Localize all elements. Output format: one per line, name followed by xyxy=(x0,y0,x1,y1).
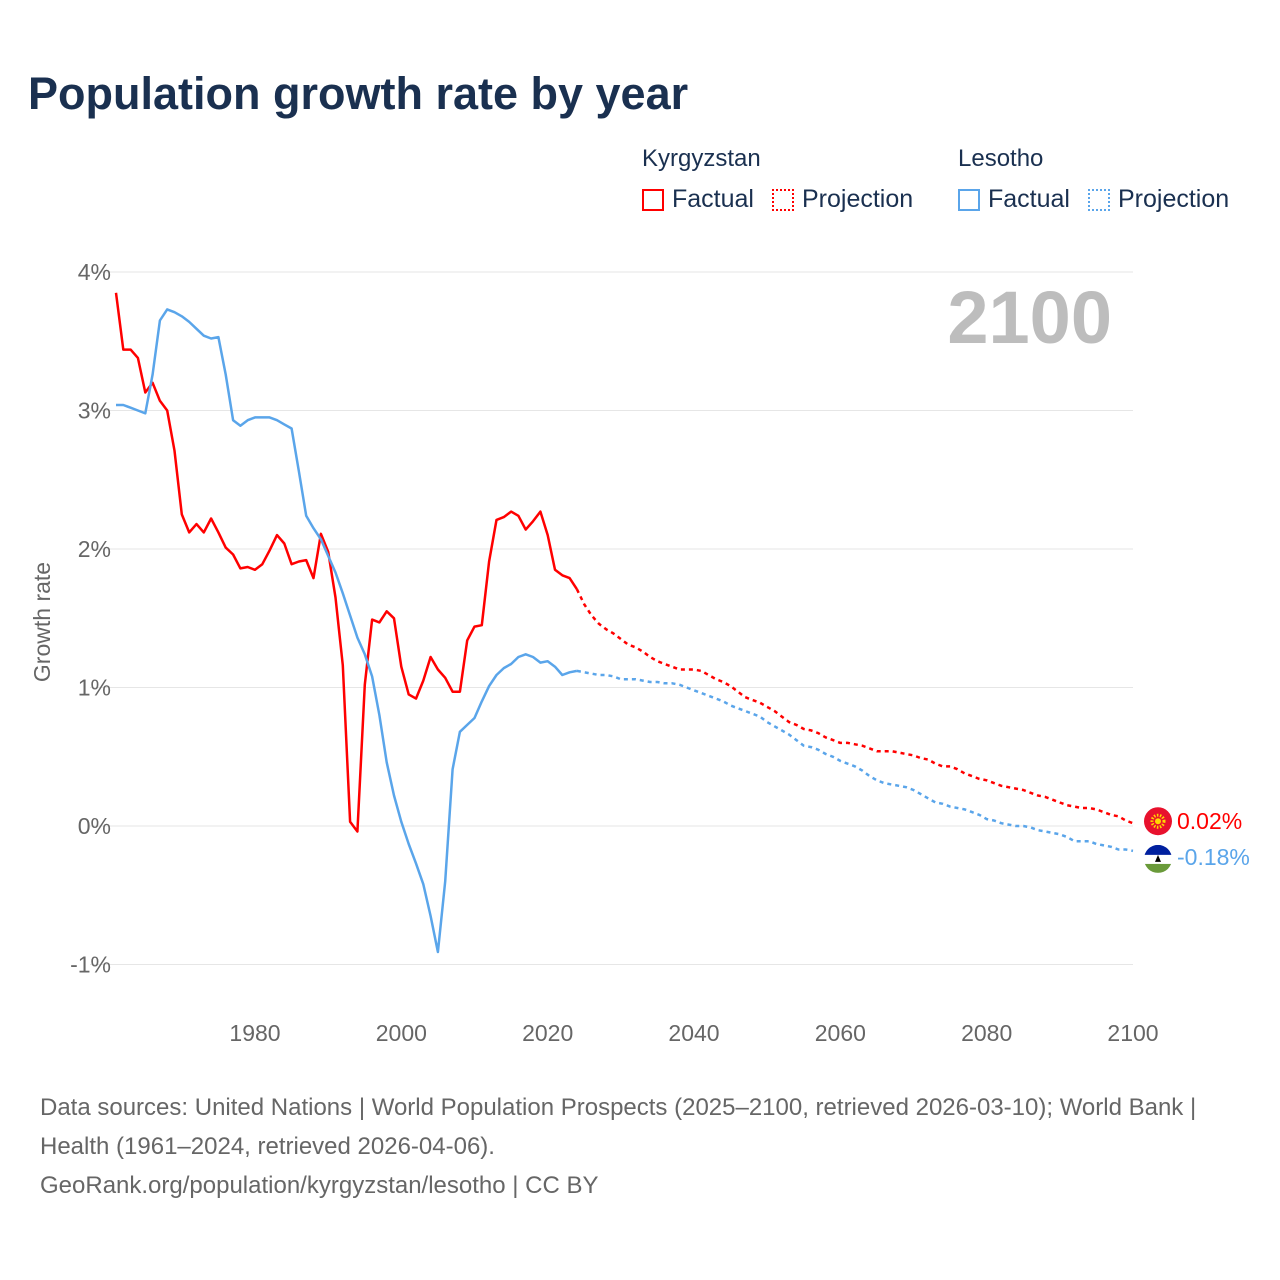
legend-label: Projection xyxy=(1117,185,1230,213)
x-tick-label: 2080 xyxy=(961,1020,1012,1046)
legend-item-kyrgyzstan-projection[interactable]: Projection xyxy=(771,185,914,214)
y-tick-label: 3% xyxy=(78,398,111,424)
y-tick-label: 0% xyxy=(78,813,111,839)
legend-label: Projection xyxy=(801,185,914,213)
legend-item-lesotho-projection[interactable]: Projection xyxy=(1087,185,1230,214)
legend-group-title: Kyrgyzstan xyxy=(642,145,761,172)
y-tick-label: -1% xyxy=(70,952,111,978)
legend-group-lesotho: Lesotho Factual Projection xyxy=(958,145,1247,214)
flag-green xyxy=(1144,863,1172,873)
kyrgyzstan-flag-icon xyxy=(1144,807,1172,836)
x-tick-label: 2100 xyxy=(1107,1020,1158,1046)
year-watermark: 2100 xyxy=(947,276,1112,359)
legend-swatch-solid xyxy=(958,188,980,211)
legend-swatch-solid xyxy=(642,188,664,211)
data-sources: Data sources: United Nations | World Pop… xyxy=(40,1094,1197,1160)
y-tick-label: 1% xyxy=(78,675,111,701)
x-tick-label: 2060 xyxy=(815,1020,866,1046)
attribution-link[interactable]: GeoRank.org/population/kyrgyzstan/lesoth… xyxy=(40,1172,599,1199)
lesotho-factual-line xyxy=(116,308,578,954)
flag-hat xyxy=(1155,854,1161,862)
x-tick-label: 2020 xyxy=(522,1020,573,1046)
x-tick-label: 2000 xyxy=(376,1020,427,1046)
y-tick-label: 4% xyxy=(78,259,111,285)
legend-item-lesotho-factual[interactable]: Factual xyxy=(958,185,1070,214)
x-tick-label: 1980 xyxy=(229,1020,280,1046)
flag-blue xyxy=(1144,844,1172,855)
legend-label: Factual xyxy=(988,185,1070,213)
y-axis-label: Growth rate xyxy=(29,562,55,682)
legend-group-title: Lesotho xyxy=(958,145,1044,172)
x-tick-label: 2040 xyxy=(668,1020,719,1046)
legend-label: Factual xyxy=(672,185,754,213)
legend-swatch-dotted xyxy=(771,188,794,211)
lesotho-projection-line xyxy=(576,669,1134,853)
flag-sun-center xyxy=(1155,818,1161,825)
y-tick-label: 2% xyxy=(78,536,111,562)
kyrgyzstan-end-label: 0.02% xyxy=(1177,808,1242,834)
flag-sun xyxy=(1150,813,1166,829)
legend-group-kyrgyzstan: Kyrgyzstan Factual Projection xyxy=(642,145,931,214)
kyrgyzstan-projection-line xyxy=(575,588,1134,825)
legend-swatch-dotted xyxy=(1087,188,1110,211)
lesotho-flag-icon xyxy=(1144,844,1172,873)
footer: Data sources: United Nations | World Pop… xyxy=(40,1088,1240,1205)
legend-item-kyrgyzstan-factual[interactable]: Factual xyxy=(642,185,754,214)
chart-title: Population growth rate by year xyxy=(28,68,689,119)
lesotho-end-label: -0.18% xyxy=(1177,844,1250,870)
kyrgyzstan-factual-line xyxy=(114,292,578,833)
